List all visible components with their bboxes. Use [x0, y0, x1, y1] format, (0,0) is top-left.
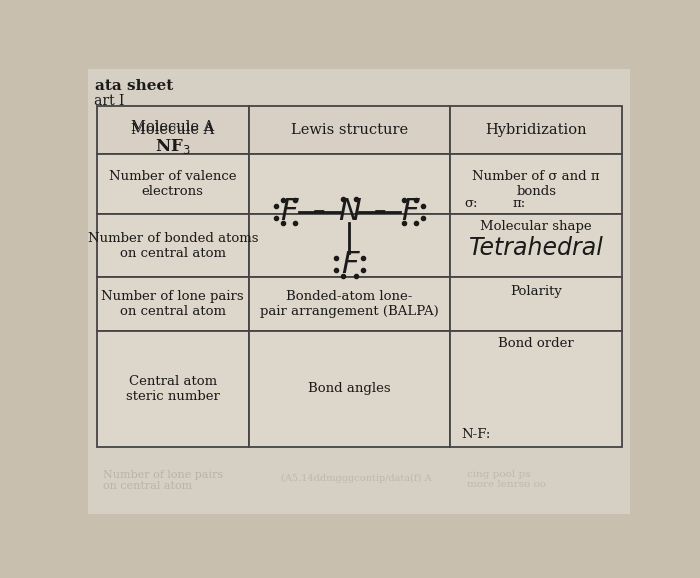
Text: Polarity: Polarity: [510, 285, 562, 298]
Text: Molecule A: Molecule A: [131, 120, 214, 134]
Text: Molecular shape: Molecular shape: [480, 220, 592, 234]
Text: Number of bonded atoms
on central atom: Number of bonded atoms on central atom: [88, 232, 258, 260]
Text: (A5.14ddmgggcontip/data(f) A: (A5.14ddmgggcontip/data(f) A: [281, 473, 432, 483]
Text: Number of lone pairs
on central atom: Number of lone pairs on central atom: [103, 470, 223, 491]
Text: Hybridization: Hybridization: [485, 123, 587, 137]
Bar: [450, 214, 622, 277]
Text: π:: π:: [512, 197, 526, 210]
Text: F: F: [401, 197, 419, 227]
Bar: [450, 154, 622, 214]
Text: NF$_3$: NF$_3$: [155, 137, 190, 156]
Bar: [97, 106, 248, 154]
Text: F: F: [280, 197, 298, 227]
Text: N: N: [338, 197, 361, 227]
Bar: [97, 331, 248, 447]
Text: Number of σ and π
bonds: Number of σ and π bonds: [473, 170, 600, 198]
Text: ata sheet: ata sheet: [95, 79, 174, 92]
Bar: [248, 154, 450, 214]
Bar: [97, 154, 248, 214]
Bar: [248, 331, 450, 447]
Bar: [248, 106, 450, 154]
Text: Lewis structure: Lewis structure: [291, 123, 408, 137]
Text: σ:: σ:: [464, 197, 477, 210]
Bar: [450, 331, 622, 447]
Bar: [97, 214, 248, 277]
Text: Number of lone pairs
on central atom: Number of lone pairs on central atom: [102, 290, 244, 318]
Text: N-F:: N-F:: [461, 428, 491, 441]
Text: Molecule A: Molecule A: [131, 123, 214, 137]
Text: –: –: [373, 199, 386, 223]
Text: Central atom
steric number: Central atom steric number: [126, 375, 220, 403]
Text: Number of valence
electrons: Number of valence electrons: [109, 170, 237, 198]
Text: –: –: [313, 199, 326, 223]
Text: Bond angles: Bond angles: [308, 383, 391, 395]
Text: Bonded-atom lone-
pair arrangement (BALPA): Bonded-atom lone- pair arrangement (BALP…: [260, 290, 439, 318]
Bar: [248, 277, 450, 331]
Bar: [248, 214, 450, 277]
Bar: [97, 277, 248, 331]
Text: Bond order: Bond order: [498, 338, 574, 350]
Bar: [450, 106, 622, 154]
Text: Tetrahedral: Tetrahedral: [469, 236, 603, 260]
Bar: [450, 277, 622, 331]
Text: F: F: [341, 250, 358, 279]
Text: cing pool ps
more lenrso oo: cing pool ps more lenrso oo: [468, 470, 546, 489]
Text: art I: art I: [94, 94, 124, 108]
